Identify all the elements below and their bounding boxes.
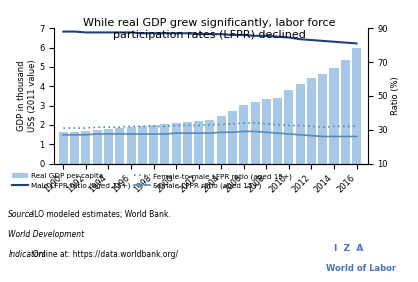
Bar <box>194 121 203 164</box>
Text: World Development: World Development <box>8 230 84 239</box>
Text: I  Z  A: I Z A <box>334 244 364 253</box>
Bar <box>250 102 260 164</box>
Y-axis label: GDP in thousand
US$ (2011 value): GDP in thousand US$ (2011 value) <box>17 60 36 132</box>
Bar <box>172 123 181 164</box>
Bar <box>329 68 339 164</box>
Bar <box>262 99 271 164</box>
Text: Source: Source <box>8 210 35 219</box>
Bar <box>149 125 158 164</box>
Bar <box>273 98 282 164</box>
Text: : ILO modeled estimates; World Bank.: : ILO modeled estimates; World Bank. <box>27 210 171 219</box>
Bar <box>217 116 226 164</box>
Bar <box>183 122 192 164</box>
Text: . Online at: https://data.worldbank.org/: . Online at: https://data.worldbank.org/ <box>28 250 178 259</box>
Bar <box>127 127 135 164</box>
Bar <box>206 120 214 164</box>
Bar <box>307 78 316 164</box>
Bar <box>352 48 361 164</box>
Bar <box>59 132 68 164</box>
Bar <box>161 124 169 164</box>
Bar <box>93 130 102 164</box>
Bar <box>82 131 90 164</box>
Bar <box>318 74 327 164</box>
Legend: Real GDP per capita, Male LFPR ratio (aged 15+), Female-to-male LFPR ratio (aged: Real GDP per capita, Male LFPR ratio (ag… <box>12 173 292 189</box>
Text: World of Labor: World of Labor <box>326 264 396 273</box>
Bar <box>138 126 147 164</box>
Text: While real GDP grew significantly, labor force
participation rates (LFPR) declin: While real GDP grew significantly, labor… <box>83 18 335 40</box>
Bar <box>115 128 124 164</box>
Bar <box>104 129 113 164</box>
Bar <box>284 90 293 164</box>
Bar <box>239 105 248 164</box>
Text: Indicators: Indicators <box>8 250 46 259</box>
Bar <box>296 84 305 164</box>
Bar <box>70 132 79 164</box>
Bar <box>228 111 237 164</box>
Bar <box>341 60 350 164</box>
Y-axis label: Ratio (%): Ratio (%) <box>391 76 400 115</box>
